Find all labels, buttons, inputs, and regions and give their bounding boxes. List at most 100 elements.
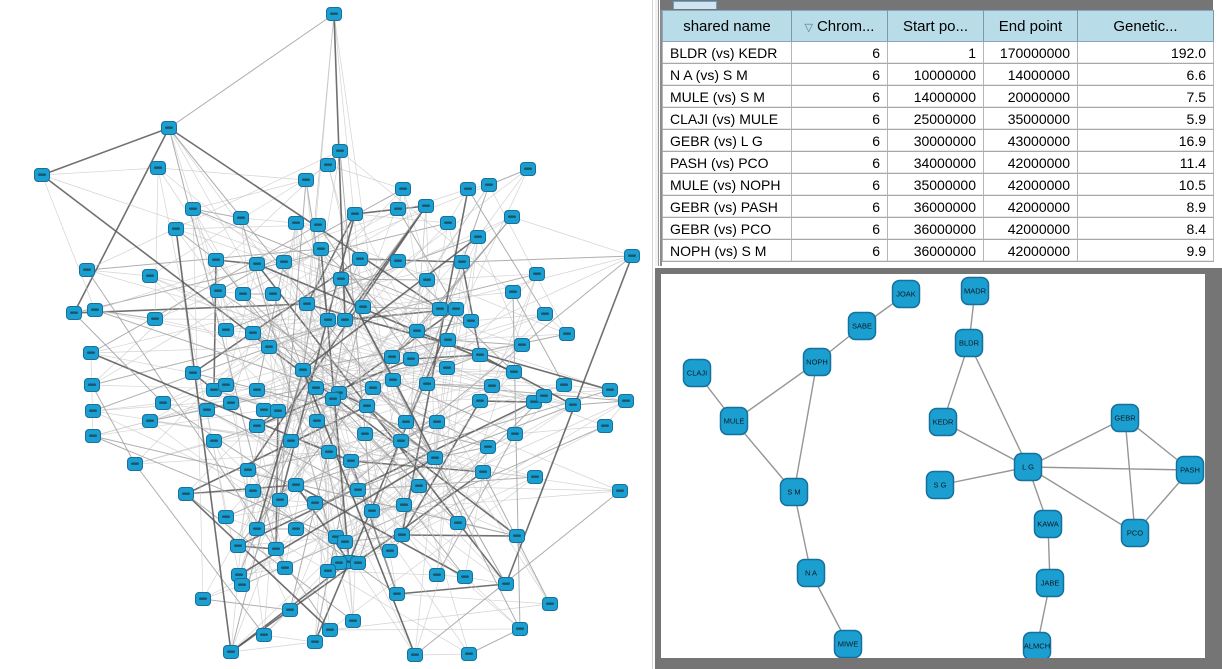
cell-value[interactable]: 36000000 bbox=[887, 217, 984, 240]
column-header-chromosome[interactable]: ▽ Chrom... bbox=[791, 10, 888, 42]
network-node[interactable] bbox=[527, 470, 543, 484]
cell-shared-name[interactable]: GEBR (vs) PASH bbox=[662, 195, 792, 218]
network-node[interactable] bbox=[298, 173, 314, 187]
network-node[interactable] bbox=[195, 592, 211, 606]
network-node[interactable] bbox=[142, 414, 158, 428]
network-node[interactable] bbox=[454, 255, 470, 269]
network-node[interactable] bbox=[147, 312, 163, 326]
network-node[interactable] bbox=[509, 529, 525, 543]
network-node[interactable] bbox=[270, 404, 286, 418]
network-node[interactable] bbox=[333, 272, 349, 286]
network-node[interactable] bbox=[345, 614, 361, 628]
cell-value[interactable]: 6 bbox=[791, 217, 888, 240]
network-node[interactable] bbox=[326, 7, 342, 21]
network-node[interactable] bbox=[320, 158, 336, 172]
network-node[interactable] bbox=[218, 378, 234, 392]
cell-shared-name[interactable]: GEBR (vs) PCO bbox=[662, 217, 792, 240]
table-row[interactable]: GEBR (vs) L G 6 30000000 43000000 16.9 bbox=[662, 129, 1214, 152]
network-node[interactable] bbox=[245, 484, 261, 498]
network-node[interactable] bbox=[322, 623, 338, 637]
detail-network-panel[interactable]: JOAK MADR SABE BLDR NOPH CLAJI KEDR MULE GEBR L G… bbox=[661, 274, 1205, 658]
network-node[interactable] bbox=[403, 352, 419, 366]
table-row[interactable]: BLDR (vs) KEDR 6 1 170000000 192.0 bbox=[662, 41, 1214, 64]
network-node[interactable] bbox=[320, 564, 336, 578]
cell-value[interactable]: 6 bbox=[791, 41, 888, 64]
network-node[interactable] bbox=[288, 478, 304, 492]
network-node[interactable] bbox=[85, 404, 101, 418]
network-node[interactable] bbox=[432, 302, 448, 316]
table-row[interactable]: MULE (vs) S M 6 14000000 20000000 7.5 bbox=[662, 85, 1214, 108]
network-node[interactable] bbox=[299, 297, 315, 311]
network-node[interactable] bbox=[472, 348, 488, 362]
cell-value[interactable]: 25000000 bbox=[887, 107, 984, 130]
cell-shared-name[interactable]: CLAJI (vs) MULE bbox=[662, 107, 792, 130]
network-node[interactable] bbox=[313, 242, 329, 256]
network-node[interactable] bbox=[542, 597, 558, 611]
network-node[interactable] bbox=[249, 522, 265, 536]
network-node[interactable] bbox=[624, 249, 640, 263]
cell-value[interactable]: 6 bbox=[791, 151, 888, 174]
network-node[interactable] bbox=[347, 207, 363, 221]
network-node[interactable] bbox=[235, 287, 251, 301]
network-node[interactable] bbox=[185, 366, 201, 380]
column-header-shared-name[interactable]: shared name bbox=[662, 10, 792, 42]
network-node[interactable] bbox=[612, 484, 628, 498]
network-node[interactable] bbox=[394, 528, 410, 542]
network-node[interactable] bbox=[87, 303, 103, 317]
network-node[interactable] bbox=[439, 361, 455, 375]
cell-value[interactable]: 35000000 bbox=[887, 173, 984, 196]
node-JABE[interactable]: JABE bbox=[1035, 568, 1065, 598]
network-node[interactable] bbox=[536, 389, 552, 403]
network-node[interactable] bbox=[556, 378, 572, 392]
network-node[interactable] bbox=[470, 230, 486, 244]
network-node[interactable] bbox=[34, 168, 50, 182]
cell-value[interactable]: 6.6 bbox=[1077, 63, 1214, 86]
network-node[interactable] bbox=[223, 396, 239, 410]
network-node[interactable] bbox=[288, 216, 304, 230]
node-BLDR[interactable]: BLDR bbox=[954, 328, 984, 358]
network-node[interactable] bbox=[390, 202, 406, 216]
network-node[interactable] bbox=[199, 403, 215, 417]
network-node[interactable] bbox=[83, 346, 99, 360]
network-node[interactable] bbox=[343, 454, 359, 468]
network-node[interactable] bbox=[185, 202, 201, 216]
cell-value[interactable]: 42000000 bbox=[983, 195, 1078, 218]
cell-value[interactable]: 8.4 bbox=[1077, 217, 1214, 240]
cell-value[interactable]: 6 bbox=[791, 239, 888, 262]
network-node[interactable] bbox=[350, 483, 366, 497]
node-SABE[interactable]: SABE bbox=[847, 311, 877, 341]
network-node[interactable] bbox=[218, 323, 234, 337]
network-node[interactable] bbox=[66, 306, 82, 320]
table-row[interactable]: NOPH (vs) S M 6 36000000 42000000 9.9 bbox=[662, 239, 1214, 262]
network-node[interactable] bbox=[450, 516, 466, 530]
network-node[interactable] bbox=[409, 324, 425, 338]
network-node[interactable] bbox=[249, 257, 265, 271]
cell-value[interactable]: 192.0 bbox=[1077, 41, 1214, 64]
cell-value[interactable]: 6 bbox=[791, 63, 888, 86]
network-node[interactable] bbox=[429, 415, 445, 429]
network-node[interactable] bbox=[233, 211, 249, 225]
network-node[interactable] bbox=[210, 284, 226, 298]
network-node[interactable] bbox=[265, 287, 281, 301]
network-node[interactable] bbox=[288, 522, 304, 536]
network-node[interactable] bbox=[256, 628, 272, 642]
network-node[interactable] bbox=[390, 254, 406, 268]
network-node[interactable] bbox=[389, 587, 405, 601]
network-node[interactable] bbox=[514, 338, 530, 352]
network-node[interactable] bbox=[320, 313, 336, 327]
network-node[interactable] bbox=[218, 510, 234, 524]
cell-value[interactable]: 42000000 bbox=[983, 173, 1078, 196]
network-node[interactable] bbox=[178, 487, 194, 501]
network-node[interactable] bbox=[307, 496, 323, 510]
cell-value[interactable]: 14000000 bbox=[887, 85, 984, 108]
cell-value[interactable]: 6 bbox=[791, 195, 888, 218]
node-MADR[interactable]: MADR bbox=[960, 276, 990, 306]
cell-value[interactable]: 36000000 bbox=[887, 195, 984, 218]
network-node[interactable] bbox=[223, 645, 239, 659]
network-node[interactable] bbox=[427, 451, 443, 465]
table-row[interactable]: GEBR (vs) PASH 6 36000000 42000000 8.9 bbox=[662, 195, 1214, 218]
column-header-genetic[interactable]: Genetic... bbox=[1077, 10, 1214, 42]
cell-value[interactable]: 16.9 bbox=[1077, 129, 1214, 152]
cell-value[interactable]: 42000000 bbox=[983, 217, 1078, 240]
cell-value[interactable]: 6 bbox=[791, 129, 888, 152]
